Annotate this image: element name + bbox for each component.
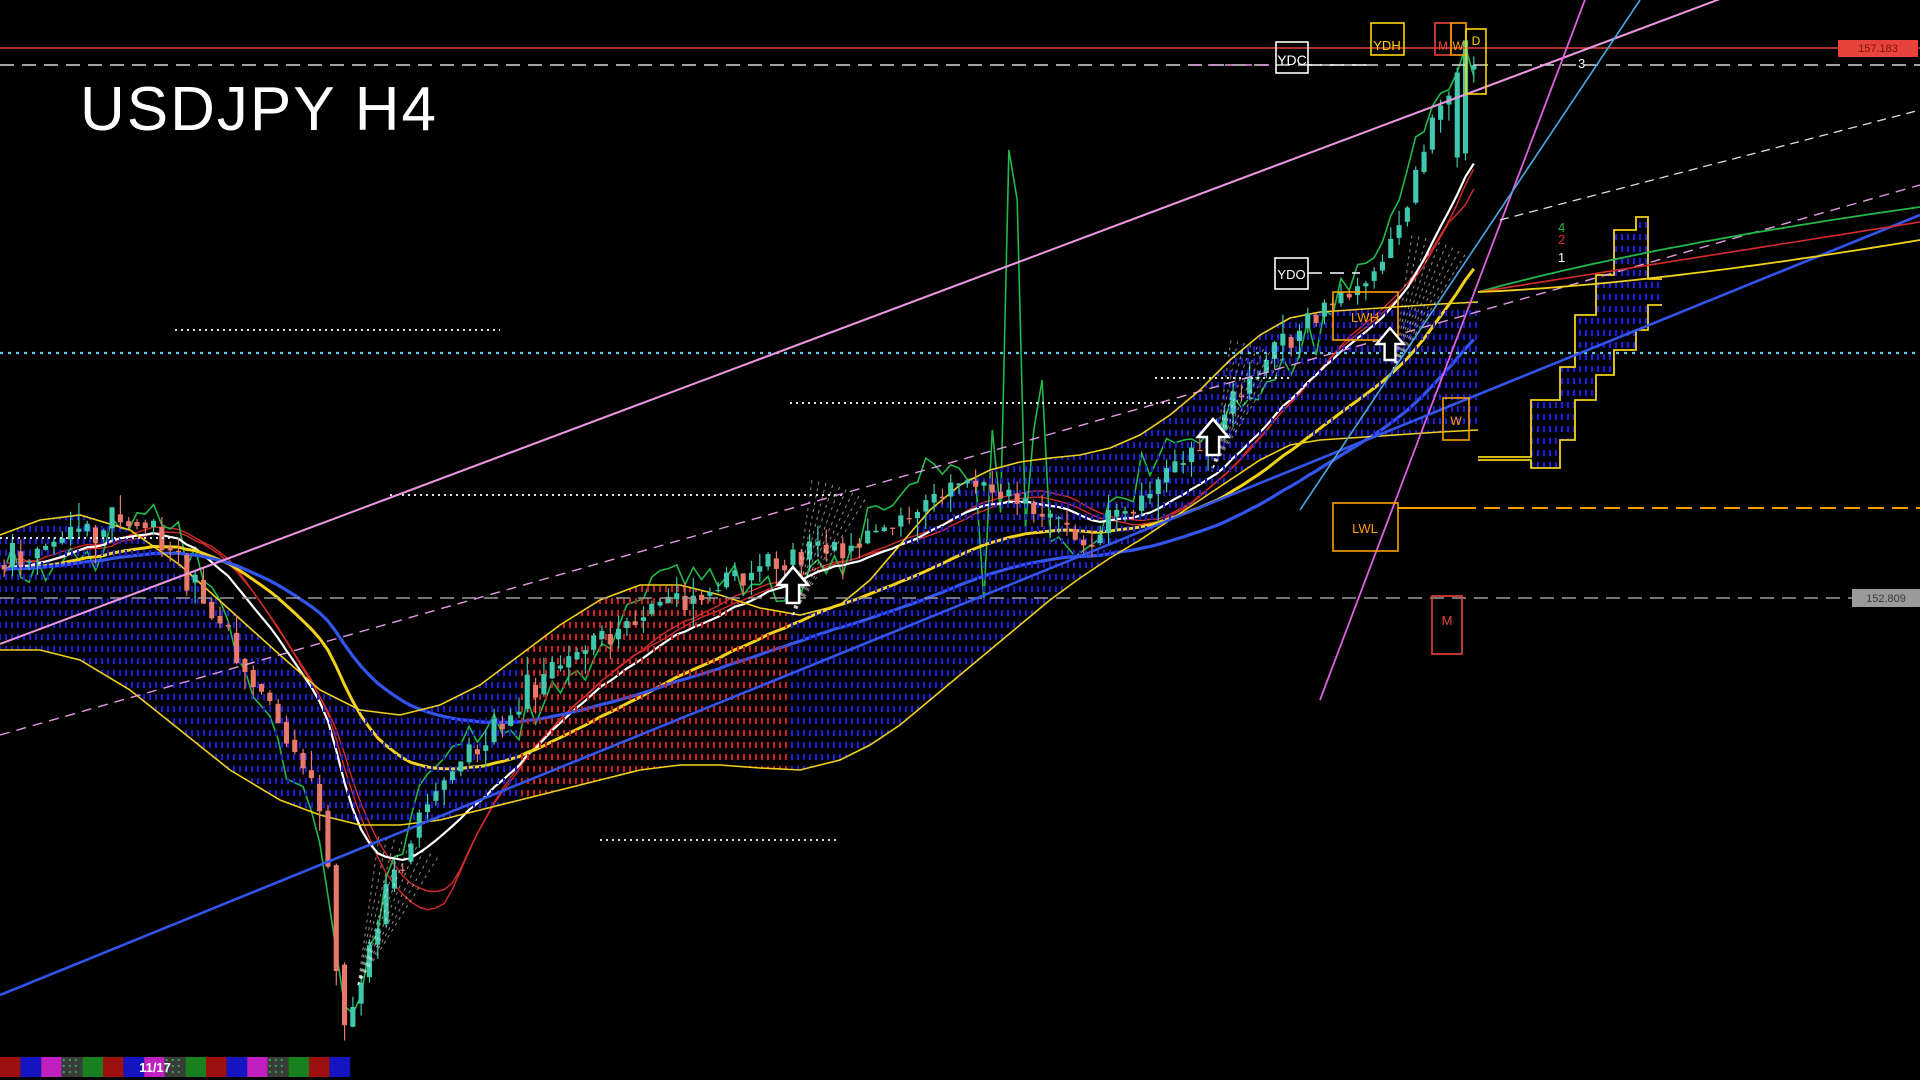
svg-text:LWL: LWL [1352,521,1378,536]
svg-text:USDJPY H4: USDJPY H4 [80,75,438,144]
svg-text:3: 3 [1578,56,1585,71]
svg-text:1: 1 [1558,250,1565,265]
svg-text:M: M [1438,39,1448,53]
svg-text:W: W [1452,39,1464,53]
svg-text:LWH: LWH [1351,310,1379,325]
svg-text:M: M [1442,613,1453,628]
svg-text:2: 2 [1558,232,1565,247]
svg-text:W: W [1450,414,1462,428]
svg-text:YDO: YDO [1277,267,1305,282]
svg-text:157.183: 157.183 [1858,43,1898,55]
svg-text:11/17: 11/17 [139,1060,171,1075]
svg-text:YDH: YDH [1373,38,1400,53]
svg-text:152.809: 152.809 [1866,593,1906,605]
svg-text:D: D [1472,34,1481,48]
svg-text:YDC: YDC [1277,52,1307,68]
